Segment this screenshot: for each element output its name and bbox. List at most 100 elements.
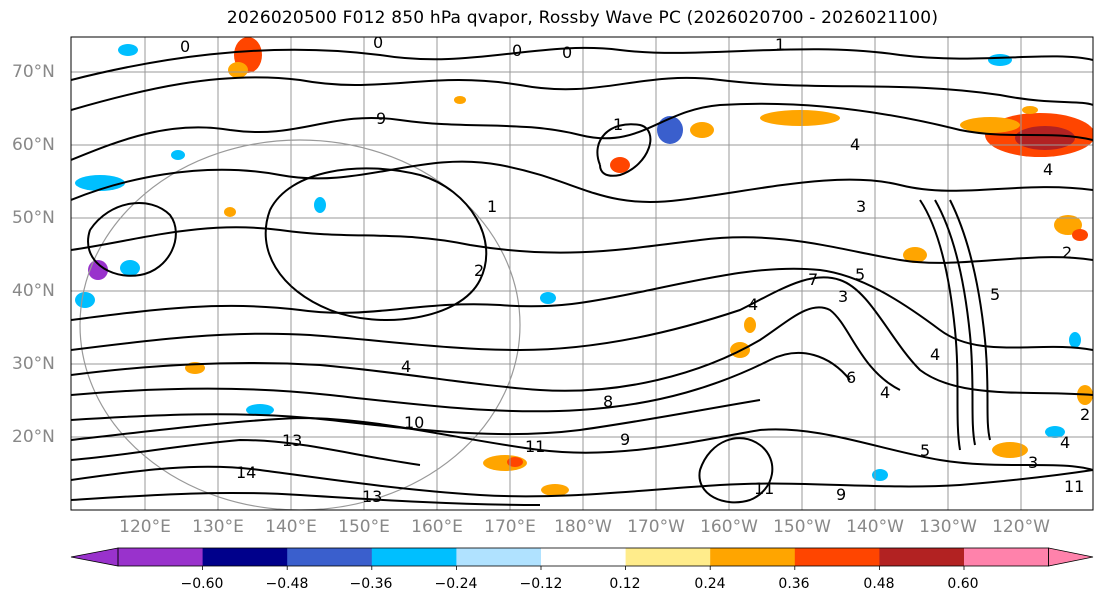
- positive-anomaly-patch: [1054, 215, 1082, 235]
- pattern-circle: [79, 139, 521, 510]
- contour-label: 11: [525, 437, 545, 456]
- contour-label: 1: [775, 35, 785, 54]
- colorbar: [70, 547, 1094, 570]
- contour-label: 5: [855, 265, 865, 284]
- negative-anomaly-patch: [120, 260, 140, 276]
- negative-anomaly-patch: [540, 292, 556, 304]
- negative-anomaly-patch: [118, 44, 138, 56]
- positive-anomaly-patch: [760, 110, 840, 126]
- lat-label: 50°N: [12, 208, 55, 228]
- colorbar-min-extension: [70, 547, 119, 567]
- contour-label: 1: [487, 197, 497, 216]
- positive-anomaly-patch: [507, 457, 523, 467]
- contour-line: [71, 399, 761, 436]
- contour-line: [949, 199, 991, 441]
- contour-line: [919, 199, 961, 451]
- contour-line: [71, 438, 421, 466]
- contour-label: 11: [1064, 477, 1084, 496]
- contour-label: 0: [180, 37, 190, 56]
- contour-line: [264, 167, 488, 321]
- colorbar-segment: [118, 548, 204, 566]
- contour-label: 10: [404, 413, 424, 432]
- contour-label: 4: [880, 383, 890, 402]
- contour-line: [71, 416, 1093, 471]
- lon-label: 120°W: [992, 517, 1050, 537]
- map-background: [71, 37, 1093, 510]
- contour-line: [71, 46, 1093, 81]
- contour-label: 0: [512, 41, 522, 60]
- contour-label: 14: [236, 463, 256, 482]
- lon-label: 160°W: [700, 517, 758, 537]
- lon-label: 180°W: [554, 517, 612, 537]
- contour-line: [698, 437, 774, 504]
- lon-label: 140°W: [846, 517, 904, 537]
- contour-label: 2: [1062, 243, 1072, 262]
- contour-line: [71, 160, 1093, 203]
- negative-anomaly-patch: [988, 54, 1012, 66]
- lat-label: 20°N: [12, 427, 55, 447]
- positive-anomaly-patch: [903, 247, 927, 263]
- negative-anomaly-patch: [88, 260, 108, 280]
- colorbar-segment: [879, 548, 965, 566]
- map-frame: [70, 36, 1094, 511]
- contour-label: 0: [562, 43, 572, 62]
- contour-label: 9: [620, 430, 630, 449]
- colorbar-segment: [625, 548, 711, 566]
- contour-line: [71, 76, 1093, 111]
- lon-label: 150°W: [773, 517, 831, 537]
- lon-label: 140°E: [265, 517, 317, 537]
- contour-line: [934, 199, 976, 446]
- colorbar-tick-label: 0.12: [609, 576, 641, 592]
- positive-anomaly-patch: [454, 96, 466, 104]
- negative-anomaly-patch: [872, 469, 888, 481]
- contour-label: 5: [990, 285, 1000, 304]
- colorbar-tick-label: 0.24: [694, 576, 726, 592]
- negative-anomaly-patch: [1045, 426, 1065, 438]
- colorbar-segment: [456, 548, 542, 566]
- lon-label: 130°W: [919, 517, 977, 537]
- lon-label: 160°E: [411, 517, 463, 537]
- qvapor-contours: [71, 46, 1093, 506]
- positive-anomaly-patch: [1072, 229, 1088, 241]
- contour-label: 6: [846, 368, 856, 387]
- contour-label: 2: [474, 261, 484, 280]
- positive-anomaly-patch: [744, 317, 756, 333]
- contour-label: 13: [282, 431, 302, 450]
- lon-label: 170°E: [484, 517, 536, 537]
- contour-line: [71, 465, 1093, 498]
- colorbar-tick-label: −0.36: [349, 576, 393, 592]
- positive-anomaly-patch: [541, 484, 569, 496]
- contour-label: 3: [1028, 453, 1038, 472]
- contour-label: 8: [603, 392, 613, 411]
- positive-anomaly-patch: [610, 157, 630, 173]
- contour-line: [71, 276, 1093, 396]
- colorbar-tick-label: −0.12: [519, 576, 563, 592]
- positive-anomaly-patch: [228, 62, 248, 78]
- contour-label: 4: [930, 345, 940, 364]
- colorbar-segment: [710, 548, 796, 566]
- contour-line: [71, 351, 851, 413]
- colorbar-max-extension: [1048, 547, 1094, 567]
- colorbar-tick-label: 0.36: [778, 576, 810, 592]
- contour-line: [71, 226, 1093, 264]
- colorbar-tick-label: −0.24: [434, 576, 478, 592]
- contour-label: 3: [838, 287, 848, 306]
- contour-label: 9: [376, 109, 386, 128]
- lat-label: 40°N: [12, 281, 55, 301]
- lon-label: 130°E: [192, 517, 244, 537]
- negative-anomaly-patch: [1069, 332, 1081, 348]
- contour-label: 4: [1043, 160, 1053, 179]
- colorbar-tick-label: −0.48: [265, 576, 309, 592]
- negative-anomaly-patch: [314, 197, 326, 213]
- colorbar-segment: [794, 548, 880, 566]
- lon-label: 120°E: [119, 517, 171, 537]
- contour-label: 4: [401, 357, 411, 376]
- contour-line: [71, 491, 541, 506]
- contour-label: 1: [613, 115, 623, 134]
- gridlines: [71, 37, 1093, 510]
- lon-label: 170°W: [627, 517, 685, 537]
- positive-anomaly-patch: [992, 442, 1028, 458]
- contour-line: [596, 123, 652, 177]
- positive-anomaly-patch: [1015, 126, 1075, 150]
